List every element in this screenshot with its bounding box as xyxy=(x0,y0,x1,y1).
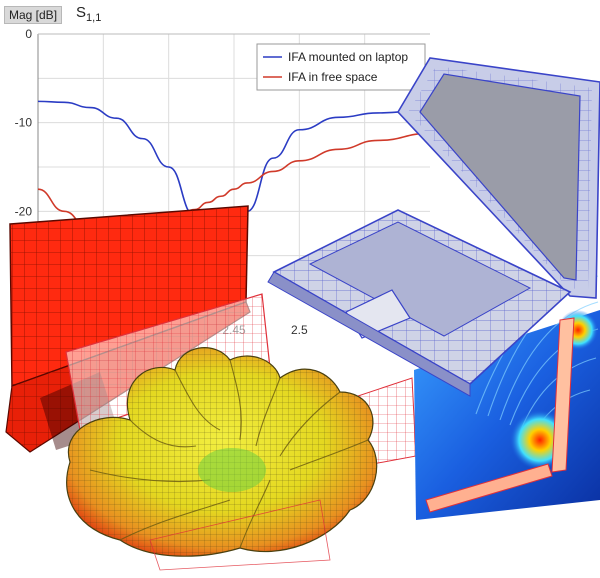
y-axis-quantity-label: Mag [dB] xyxy=(4,6,63,24)
s-parameter-symbol: S xyxy=(76,4,87,21)
radiation-pattern-3d xyxy=(66,347,378,571)
legend-label-free-space: IFA in free space xyxy=(288,70,378,84)
y-tick-label: -10 xyxy=(15,116,33,130)
s-parameter-index: 1,1 xyxy=(86,12,102,24)
chart-legend: IFA mounted on laptop IFA in free space xyxy=(256,43,426,91)
laptop-wireframe-blue xyxy=(267,57,600,397)
x-tick-label: 2.5 xyxy=(291,323,308,337)
legend-label-laptop: IFA mounted on laptop xyxy=(288,50,408,64)
y-tick-label: -20 xyxy=(15,204,33,218)
s-parameter-label: S1,1 xyxy=(76,4,101,24)
y-tick-label: 0 xyxy=(25,27,32,41)
s11-chart: 0-10-202.452.5 IFA mounted on laptop IFA… xyxy=(15,27,431,337)
legend-box xyxy=(256,43,426,91)
